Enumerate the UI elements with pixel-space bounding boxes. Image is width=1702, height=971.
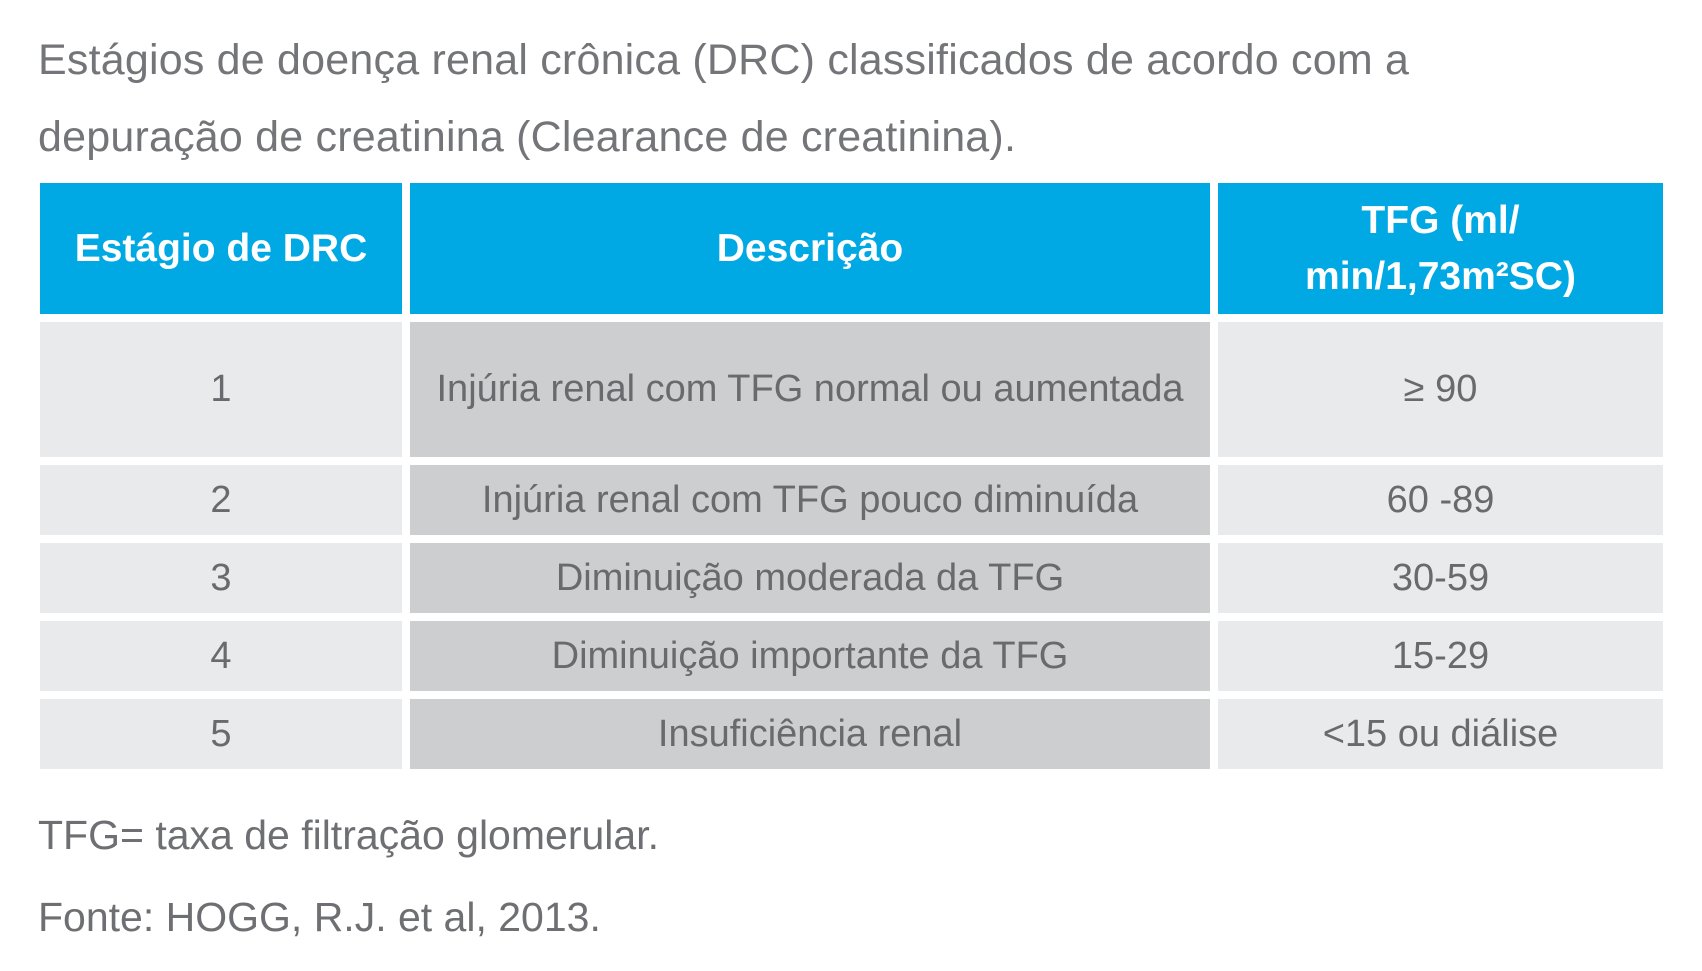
table-row-3-stage: 3 [40,543,402,613]
tfg-footnote: TFG= taxa de filtração glomerular. [38,812,659,858]
table-row-2-stage: 2 [40,465,402,535]
table-row-1-stage: 1 [40,322,402,457]
figure-title: Estágios de doença renal crônica (DRC) c… [38,36,1410,161]
table-row-4-tfg: 15-29 [1218,621,1663,691]
table-row-1-tfg: ≥ 90 [1218,322,1663,457]
col-header-estagio-drc: Estágio de DRC [40,183,402,314]
drc-stages-table: Estágio de DRC Descrição TFG (ml/ min/1,… [40,183,1663,769]
source-citation: Fonte: HOGG, R.J. et al, 2013. [38,894,601,940]
table-row-5-tfg: <15 ou diálise [1218,699,1663,769]
table-row-1-description: Injúria renal com TFG normal ou aumentad… [410,322,1210,457]
table-row-3-description: Diminuição moderada da TFG [410,543,1210,613]
table-row-2-tfg: 60 -89 [1218,465,1663,535]
table-row-5-description: Insuficiência renal [410,699,1210,769]
table-row-2-description: Injúria renal com TFG pouco diminuída [410,465,1210,535]
col-header-descricao: Descrição [410,183,1210,314]
col-header-tfg: TFG (ml/ min/1,73m²SC) [1218,183,1663,314]
table-row-4-stage: 4 [40,621,402,691]
table-row-4-description: Diminuição importante da TFG [410,621,1210,691]
table-row-3-tfg: 30-59 [1218,543,1663,613]
col-header-tfg-line1: TFG (ml/ [1361,198,1520,242]
col-header-tfg-line2: min/1,73m²SC) [1305,254,1576,298]
col-header-tfg-lines: TFG (ml/ min/1,73m²SC) [1305,193,1576,305]
table-row-5-stage: 5 [40,699,402,769]
